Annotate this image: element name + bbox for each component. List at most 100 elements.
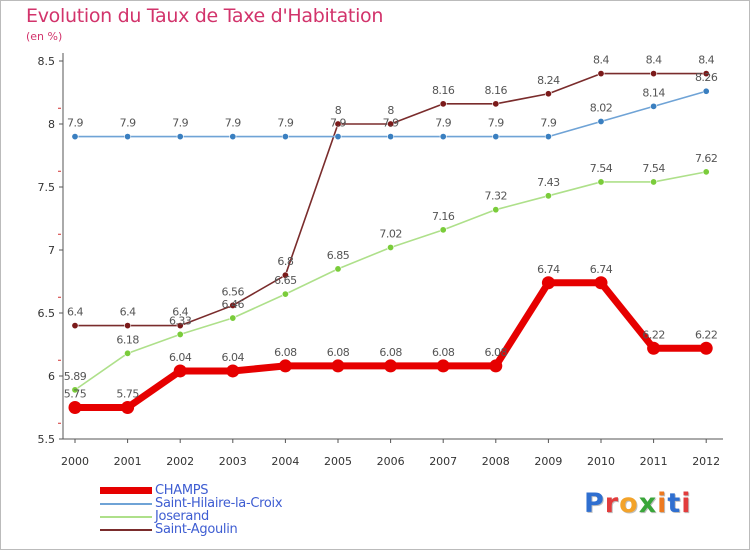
chart-axes: 5.5 6 6.5 7 7.5 8 8.5 2000 2001 2002 2003 2004 2005 2…: [38, 53, 723, 468]
data-point: [544, 90, 552, 98]
legend-swatch: [100, 503, 152, 505]
data-label: 8.14: [642, 86, 665, 99]
data-label: 7.9: [383, 117, 399, 130]
x-tick-label: 2012: [692, 455, 720, 468]
data-point: [436, 359, 450, 373]
data-point: [121, 401, 135, 414]
data-point: [124, 349, 132, 357]
data-label: 6.04: [169, 351, 192, 364]
data-point: [597, 178, 605, 186]
x-tick-label: 2007: [429, 455, 457, 468]
data-point: [597, 70, 605, 78]
y-tick-label: 7.5: [38, 181, 56, 194]
brand-letter: i: [681, 488, 692, 519]
data-point: [71, 386, 79, 394]
data-label: 6.4: [120, 306, 136, 319]
data-label: 5.75: [64, 388, 87, 401]
data-label: 6.08: [274, 346, 297, 359]
data-point: [597, 117, 605, 125]
data-point: [281, 271, 289, 279]
data-point: [439, 226, 447, 234]
data-label: 6.56: [222, 285, 245, 298]
x-tick-label: 2002: [166, 455, 194, 468]
data-point: [541, 276, 555, 290]
data-point: [702, 87, 710, 95]
x-tick-label: 2006: [377, 455, 405, 468]
brand-logo: Proxiti: [584, 488, 692, 519]
data-point: [702, 168, 710, 176]
data-point: [699, 341, 713, 355]
data-label: 7.54: [642, 162, 665, 175]
data-point: [71, 133, 79, 141]
y-tick-label: 6.5: [38, 307, 56, 320]
y-tick-label: 6: [48, 370, 55, 383]
brand-letter: o: [619, 488, 639, 519]
data-label: 6.74: [590, 263, 613, 276]
y-tick-label: 8: [48, 118, 55, 131]
brand-letter: t: [667, 488, 682, 519]
data-point: [594, 276, 608, 290]
data-point: [71, 322, 79, 330]
data-point: [489, 359, 503, 373]
data-label: 6.65: [274, 274, 297, 287]
data-label: 6.22: [695, 328, 718, 341]
data-label: 8.4: [698, 54, 714, 67]
data-point: [331, 359, 345, 373]
data-label: 8: [335, 104, 342, 117]
data-label: 7.9: [67, 117, 83, 130]
x-tick-label: 2003: [219, 455, 247, 468]
data-label: 5.89: [64, 370, 87, 383]
legend-item: Saint-Agoulin: [100, 522, 360, 537]
brand-letter: i: [657, 488, 668, 519]
data-label: 7.9: [330, 117, 346, 130]
data-label: 6.33: [169, 314, 192, 327]
data-label: 8.16: [485, 84, 508, 97]
data-label: 7.43: [537, 176, 560, 189]
data-point: [229, 301, 237, 309]
data-label: 8: [387, 104, 394, 117]
data-label: 6.4: [172, 306, 188, 319]
data-label: 7.9: [435, 117, 451, 130]
data-point: [278, 359, 292, 373]
data-point: [439, 100, 447, 108]
data-point: [281, 290, 289, 298]
data-label: 7.02: [379, 227, 402, 240]
y-tick-label: 8.5: [38, 55, 56, 68]
data-label: 6.4: [67, 306, 83, 319]
data-point: [384, 359, 398, 373]
data-point: [281, 133, 289, 141]
legend: CHAMPS Saint-Hilaire-la-Croix Joserand Sain…: [100, 483, 360, 537]
x-tick-label: 2011: [640, 455, 668, 468]
data-label: 8.4: [646, 54, 662, 67]
series-layer: [68, 70, 713, 414]
data-label: 6.8: [277, 255, 293, 268]
data-point: [702, 70, 710, 78]
x-tick-label: 2010: [587, 455, 615, 468]
data-label: 6.74: [537, 263, 560, 276]
x-tick-label: 2000: [61, 455, 89, 468]
legend-label: Saint-Agoulin: [155, 522, 238, 537]
data-label: 6.22: [642, 328, 665, 341]
legend-item: CHAMPS: [100, 483, 360, 498]
data-label: 8.4: [593, 54, 609, 67]
data-label: 8.16: [432, 84, 455, 97]
data-point: [650, 70, 658, 78]
data-point: [492, 100, 500, 108]
data-label: 5.75: [116, 388, 139, 401]
legend-label: Saint-Hilaire-la-Croix: [155, 496, 283, 511]
data-point: [176, 133, 184, 141]
data-label: 6.18: [116, 333, 139, 346]
data-point: [544, 192, 552, 200]
data-point: [650, 178, 658, 186]
data-label: 7.16: [432, 210, 455, 223]
data-label: 6.08: [432, 346, 455, 359]
data-point: [229, 133, 237, 141]
data-label: 7.9: [172, 117, 188, 130]
data-label: 7.9: [488, 117, 504, 130]
x-tick-label: 2001: [114, 455, 142, 468]
data-point: [647, 341, 661, 355]
brand-letter: P: [584, 488, 605, 519]
data-label: 7.54: [590, 162, 613, 175]
